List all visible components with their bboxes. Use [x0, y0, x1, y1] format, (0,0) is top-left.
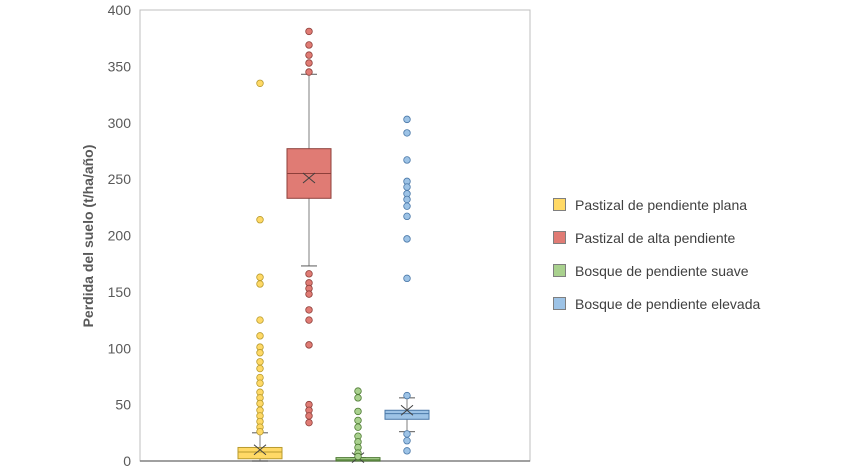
y-tick-label: 400 [108, 2, 132, 18]
outlier-point [256, 364, 264, 373]
outlier-point [256, 379, 264, 387]
outlier-point [256, 427, 264, 436]
outlier-point [354, 452, 362, 461]
outlier-point [403, 447, 411, 455]
box [384, 409, 430, 420]
outlier-point [403, 391, 411, 400]
outlier-point [354, 407, 362, 416]
y-tick-label: 0 [123, 453, 131, 469]
y-tick-label: 100 [108, 340, 132, 356]
outlier-point [256, 316, 264, 324]
outlier-point [305, 306, 313, 314]
outlier-point [305, 290, 313, 298]
legend-item: Bosque de pendiente elevada [553, 287, 760, 320]
legend-item: Pastizal de alta pendiente [553, 221, 760, 254]
y-tick-label: 50 [115, 397, 131, 413]
legend-swatch [553, 297, 566, 310]
plot-area [139, 9, 531, 462]
outlier-point [256, 332, 264, 340]
outlier-point [403, 274, 411, 283]
y-tick-label: 150 [108, 284, 132, 300]
mean-marker [253, 444, 267, 456]
outlier-point [305, 418, 313, 427]
outlier-point [403, 212, 411, 221]
legend-item: Pastizal de pendiente plana [553, 188, 760, 221]
outlier-point [305, 341, 313, 349]
outlier-point [403, 183, 411, 191]
outlier-point [354, 387, 362, 395]
outlier-point [305, 59, 313, 67]
outlier-point [403, 437, 411, 445]
outlier-point [305, 41, 313, 49]
outlier-point [403, 129, 411, 137]
outlier-point [256, 358, 264, 366]
outlier-point [354, 416, 362, 425]
legend-swatch [553, 231, 566, 244]
outlier-point [256, 280, 264, 288]
outlier-point [305, 51, 313, 59]
legend-swatch [553, 198, 566, 211]
outlier-point [256, 216, 264, 224]
outlier-point [256, 79, 264, 87]
outlier-point [403, 156, 411, 164]
legend-label: Pastizal de alta pendiente [575, 229, 736, 246]
legend-swatch [553, 264, 566, 277]
outlier-point [305, 27, 313, 36]
outlier-point [256, 349, 264, 357]
box [237, 446, 283, 460]
legend-item: Bosque de pendiente suave [553, 254, 760, 287]
legend-label: Bosque de pendiente suave [575, 262, 749, 279]
box-group [237, 79, 283, 462]
outlier-point [305, 316, 313, 324]
outlier-point [305, 270, 313, 278]
outlier-point [403, 115, 411, 124]
box-group [335, 387, 381, 464]
legend-label: Pastizal de pendiente plana [575, 196, 748, 213]
outlier-point [256, 399, 264, 408]
outlier-point [403, 202, 411, 210]
box-group [384, 115, 430, 455]
outlier-point [354, 394, 362, 402]
outlier-point [305, 412, 313, 420]
y-axis-label: Perdida del suelo (t/ha/año) [80, 145, 96, 328]
y-tick-label: 250 [108, 171, 132, 187]
legend: Pastizal de pendiente plana Pastizal de a… [553, 188, 760, 320]
legend-label: Bosque de pendiente elevada [575, 295, 761, 312]
outlier-point [403, 195, 411, 204]
mean-marker [302, 172, 316, 184]
box-group [286, 27, 332, 427]
outlier-point [403, 430, 411, 438]
y-tick-label: 200 [108, 228, 132, 244]
outlier-point [256, 273, 264, 281]
mean-marker [400, 404, 414, 416]
outlier-point [305, 68, 313, 76]
outlier-point [354, 423, 362, 431]
outlier-point [403, 235, 411, 243]
y-tick-label: 300 [108, 115, 132, 131]
y-tick-label: 350 [108, 58, 132, 74]
